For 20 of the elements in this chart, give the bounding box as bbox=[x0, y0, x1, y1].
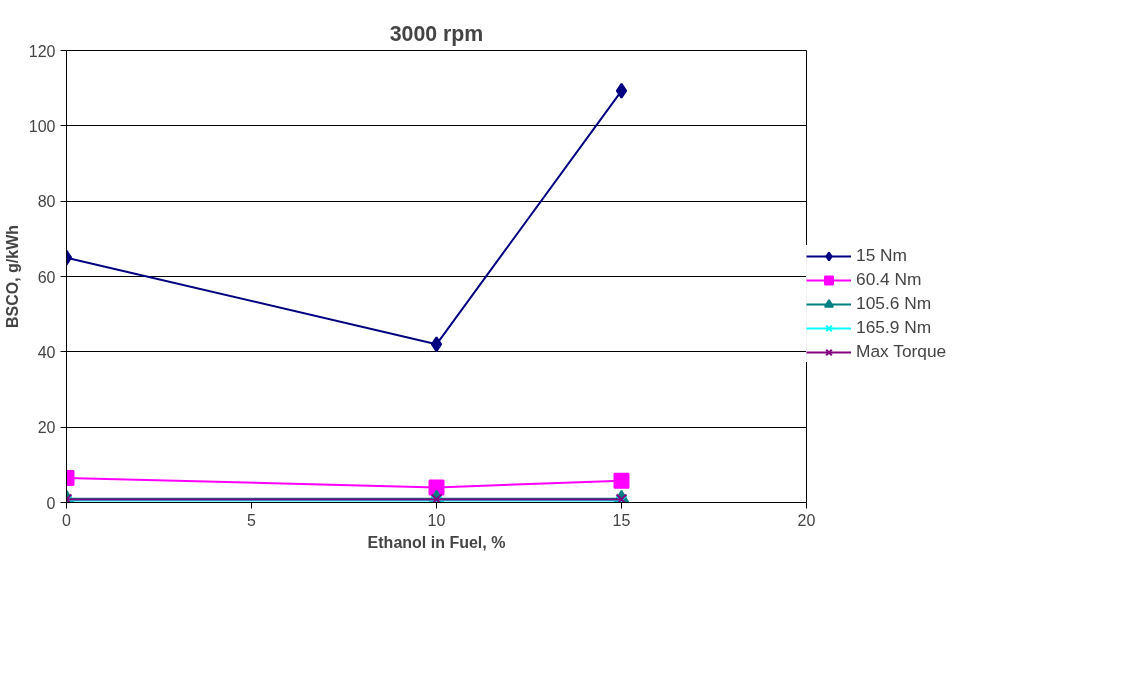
legend-label: Max Torque bbox=[856, 341, 947, 362]
legend-label: 15 Nm bbox=[856, 245, 908, 266]
y-tick-label: 120 bbox=[28, 42, 56, 60]
y-tick-label: 80 bbox=[37, 193, 56, 211]
y-axis-title: BSCO, g/kWh bbox=[3, 224, 21, 329]
x-tick-label: 0 bbox=[62, 511, 72, 529]
x-tick-label: 10 bbox=[427, 511, 446, 529]
y-tick-label: 40 bbox=[37, 343, 56, 361]
legend-label: 105.6 Nm bbox=[856, 293, 932, 314]
legend-label: 165.9 Nm bbox=[856, 317, 932, 338]
x-axis-title: Ethanol in Fuel, % bbox=[367, 533, 506, 551]
y-tick-label: 0 bbox=[46, 494, 56, 512]
x-tick-label: 15 bbox=[612, 511, 631, 529]
chart-title: 3000 rpm bbox=[389, 21, 484, 46]
y-tick-label: 20 bbox=[37, 419, 56, 437]
y-tick-label: 60 bbox=[37, 268, 56, 286]
legend-label: 60.4 Nm bbox=[856, 269, 922, 290]
y-tick-label: 100 bbox=[28, 117, 56, 135]
x-tick-label: 20 bbox=[797, 511, 816, 529]
x-tick-label: 5 bbox=[247, 511, 257, 529]
